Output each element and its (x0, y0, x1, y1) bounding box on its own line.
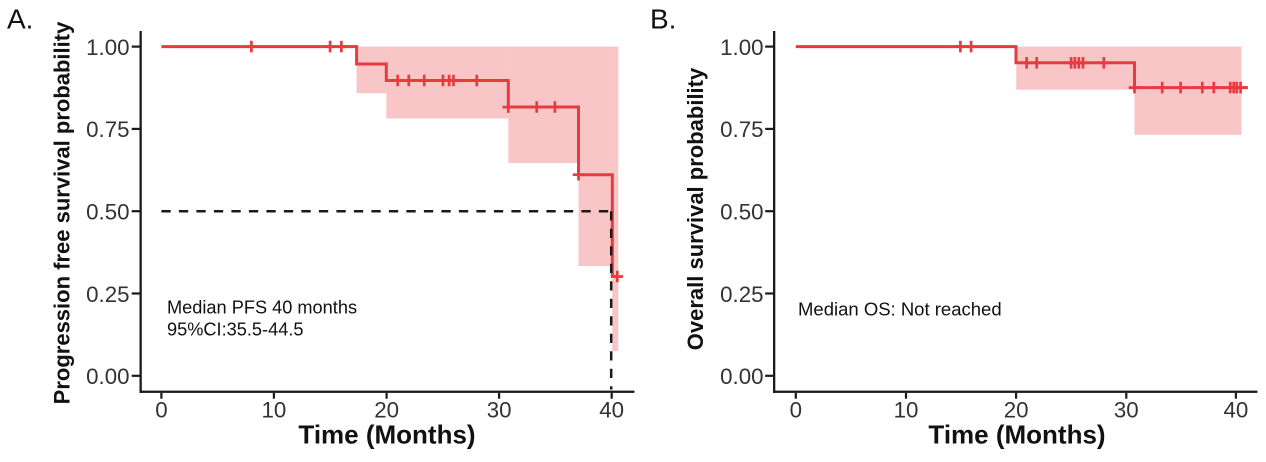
svg-text:0.50: 0.50 (86, 200, 129, 225)
svg-text:40: 40 (599, 398, 624, 423)
svg-text:Median PFS 40 months: Median PFS 40 months (167, 298, 357, 318)
svg-text:20: 20 (374, 398, 399, 423)
svg-text:Median OS: Not reached: Median OS: Not reached (798, 298, 1002, 319)
svg-text:B.: B. (650, 4, 676, 35)
svg-text:1.00: 1.00 (720, 35, 763, 60)
svg-text:0.75: 0.75 (720, 117, 763, 142)
svg-text:Time (Months): Time (Months) (298, 420, 475, 450)
svg-text:A.: A. (7, 4, 33, 35)
svg-text:0.00: 0.00 (720, 364, 763, 389)
svg-text:40: 40 (1223, 398, 1248, 423)
svg-text:Time (Months): Time (Months) (928, 420, 1105, 450)
svg-text:0: 0 (155, 398, 167, 423)
svg-text:0.25: 0.25 (720, 282, 763, 307)
svg-text:30: 30 (487, 398, 512, 423)
svg-text:Progression free survival prob: Progression free survival probability (50, 21, 75, 404)
svg-text:0.75: 0.75 (86, 117, 129, 142)
svg-text:0.00: 0.00 (86, 364, 129, 389)
svg-text:1.00: 1.00 (86, 35, 129, 60)
svg-text:20: 20 (1004, 398, 1029, 423)
svg-text:0.50: 0.50 (720, 200, 763, 225)
svg-text:10: 10 (894, 398, 919, 423)
svg-text:10: 10 (261, 398, 286, 423)
svg-text:Overall survival probability: Overall survival probability (683, 67, 708, 350)
svg-text:95%CI:35.5-44.5: 95%CI:35.5-44.5 (167, 320, 304, 340)
svg-text:0: 0 (790, 398, 802, 423)
svg-text:0.25: 0.25 (86, 282, 129, 307)
svg-text:30: 30 (1114, 398, 1139, 423)
